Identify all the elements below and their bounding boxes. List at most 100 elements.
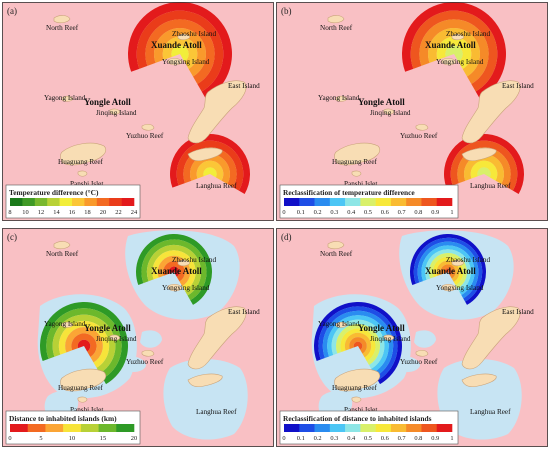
place-label-langhua: Langhua Reef <box>470 408 511 416</box>
island-yagong <box>335 95 348 102</box>
reef-area <box>163 359 248 440</box>
legend-swatch <box>63 424 82 432</box>
legend-tick-label: 0.8 <box>414 435 422 442</box>
place-label-xuande: Xuande Atoll <box>151 266 202 276</box>
map-panel-b: North Reef Zhaoshu Island Xuande Atoll Yong… <box>276 2 548 221</box>
place-label-yongle: Yongle Atoll <box>358 323 405 333</box>
island-east <box>187 306 247 370</box>
ring-band-xuande <box>163 261 185 282</box>
ring-band-langhua <box>203 167 217 178</box>
legend-swatch <box>80 424 99 432</box>
map-panel-c: North Reef Zhaoshu Island Xuande Atoll Yong… <box>2 228 274 447</box>
legend-swatch <box>314 424 331 432</box>
panel-frame <box>276 2 548 221</box>
legend-swatch <box>406 424 422 432</box>
panel-frame <box>2 2 274 221</box>
legend-tick-label: 0.7 <box>398 209 407 216</box>
legend-swatch <box>345 424 361 432</box>
legend-tick-label: 8 <box>8 209 11 216</box>
legend-tick-label: 5 <box>39 435 42 442</box>
island-east <box>461 306 521 370</box>
ring-band-yongle <box>71 333 97 357</box>
legend: Temperature difference (°C) 8 10 12 14 16 18 20… <box>5 184 141 219</box>
legend-swatch <box>406 198 422 206</box>
legend-tick-label: 18 <box>84 209 90 216</box>
place-label-north-reef: North Reef <box>320 24 353 32</box>
ring-band-yongle <box>65 327 103 363</box>
legend: Reclassification of temperature differen… <box>279 184 459 219</box>
legend-swatch <box>284 424 300 432</box>
island-panshi <box>351 170 362 177</box>
reef-area <box>414 330 436 348</box>
panel-label: (d) <box>281 232 292 242</box>
ring-band-yongle <box>349 337 367 354</box>
legend-swatch <box>27 424 46 432</box>
place-label-panshi: Panshi Islet <box>70 180 103 188</box>
ring-band-xuande <box>440 264 456 279</box>
place-label-huaguang: Huaguang Reef <box>58 384 104 392</box>
place-label-yongxing: Yongxing Island <box>162 58 210 66</box>
ring-band-xuande <box>436 260 460 282</box>
place-label-zhaoshu: Zhaoshu Island <box>446 30 491 38</box>
legend-swatch <box>345 198 361 206</box>
legend-swatch <box>84 198 98 206</box>
legend-tick-label: 0.4 <box>347 209 356 216</box>
legend-tick-label: 0.3 <box>330 435 338 442</box>
island-east <box>461 80 521 144</box>
legend-tick-label: 10 <box>69 435 75 442</box>
island-jinqing <box>383 108 395 115</box>
island-langhua <box>187 373 223 388</box>
legend-title: Reclassification of distance to inhabite… <box>283 414 432 423</box>
island-huaguang <box>60 142 107 166</box>
legend-swatch <box>34 198 48 206</box>
place-label-langhua: Langhua Reef <box>196 182 237 190</box>
island-panshi <box>77 396 88 403</box>
legend-swatch <box>329 198 346 206</box>
place-label-east-island: East Island <box>502 308 534 316</box>
place-label-yongxing: Yongxing Island <box>436 284 484 292</box>
island-yuzhuo <box>415 123 429 131</box>
island-yagong <box>61 95 74 102</box>
legend-swatch <box>421 198 438 206</box>
island-panshi <box>77 170 88 177</box>
place-label-huaguang: Huaguang Reef <box>58 158 104 166</box>
place-label-panshi: Panshi Islet <box>344 406 377 414</box>
place-label-huaguang: Huaguang Reef <box>332 384 378 392</box>
legend-swatch <box>390 198 407 206</box>
place-label-yongxing: Yongxing Island <box>436 58 484 66</box>
legend-tick-label: 0.3 <box>330 209 338 216</box>
island-langhua <box>187 147 223 162</box>
ring-band-xuande <box>445 45 463 62</box>
place-label-zhaoshu: Zhaoshu Island <box>446 256 491 264</box>
island-zhaoshu <box>177 259 191 267</box>
legend-swatch <box>375 424 392 432</box>
legend-tick-label: 24 <box>131 209 138 216</box>
place-label-jinqing: Jinqing Island <box>370 335 411 343</box>
legend-swatch <box>10 198 23 206</box>
place-label-yagong: Yagong Island <box>44 320 86 328</box>
ring-band-langhua <box>464 154 504 184</box>
legend-tick-label: 0.8 <box>414 209 422 216</box>
legend-tick-label: 0.4 <box>347 435 356 442</box>
ring-band-yongle <box>344 332 372 358</box>
legend-tick-label: 0.9 <box>431 209 439 216</box>
island-north-reef <box>53 15 71 24</box>
legend-swatch <box>109 198 122 206</box>
ring-band-xuande <box>171 45 189 62</box>
place-label-yongle: Yongle Atoll <box>84 97 131 107</box>
island-east <box>187 80 247 144</box>
island-yuzhuo <box>141 123 155 131</box>
ring-band-yongle <box>353 341 363 350</box>
legend-swatch <box>314 198 331 206</box>
legend: Distance to inhabited islands (km) 0 5 10 15… <box>5 410 141 445</box>
place-label-east-island: East Island <box>228 82 260 90</box>
reef-area <box>122 356 146 372</box>
place-label-east-island: East Island <box>228 308 260 316</box>
legend-title: Temperature difference (°C) <box>9 188 99 197</box>
reef-area <box>306 68 336 112</box>
place-label-langhua: Langhua Reef <box>470 182 511 190</box>
island-yongxing <box>167 57 183 66</box>
legend-swatch <box>299 198 315 206</box>
island-yongxing <box>441 57 457 66</box>
